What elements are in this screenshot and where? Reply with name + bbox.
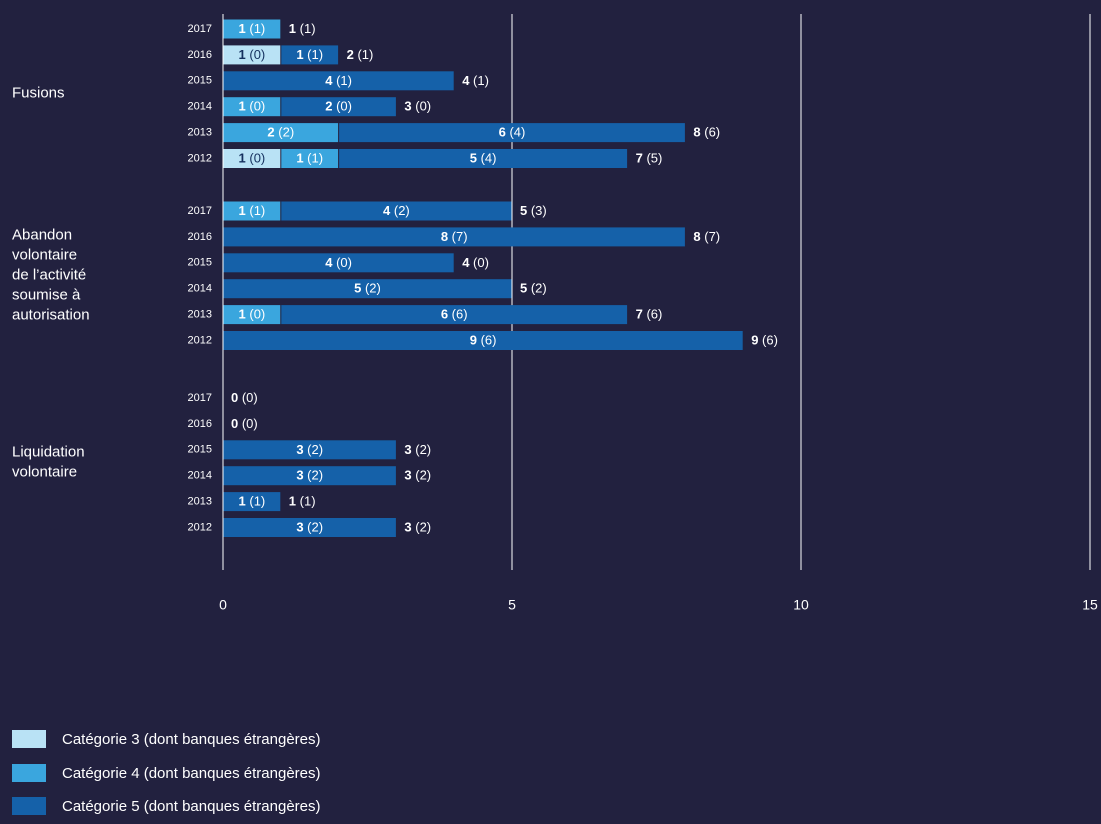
group-label: Fusions [12,85,65,102]
total-value-label: 4 (0) [462,255,489,270]
year-label: 2017 [188,205,212,217]
total-value-label: 3 (0) [404,99,431,114]
segment-value-label: 8 (7) [441,229,468,244]
total-value-label: 9 (6) [751,333,778,348]
group-label: soumise à [12,287,81,304]
segment-value-label: 1 (1) [239,21,266,36]
year-label: 2012 [188,152,212,164]
group-label: volontaire [12,464,77,481]
year-label: 2014 [188,283,212,295]
segment-value-label: 1 (1) [239,203,266,218]
year-label: 2017 [188,23,212,35]
segment-value-label: 1 (0) [239,307,266,322]
total-value-label: 0 (0) [231,416,258,431]
group-label: volontaire [12,247,77,264]
segment-value-label: 4 (2) [383,203,410,218]
total-value-label: 7 (6) [636,307,663,322]
segment-value-label: 5 (2) [354,281,381,296]
year-label: 2014 [188,101,212,113]
x-tick-label: 5 [508,597,516,613]
legend-label-cat3: Catégorie 3 (dont banques étrangères) [62,731,321,748]
segment-value-label: 1 (0) [239,151,266,166]
year-label: 2013 [188,127,212,139]
segment-value-label: 2 (2) [267,125,294,140]
segment-value-label: 1 (0) [239,99,266,114]
legend-label-cat4: Catégorie 4 (dont banques étrangères) [62,765,321,782]
total-value-label: 1 (1) [289,494,316,509]
group-label: autorisation [12,307,90,324]
segment-value-label: 3 (2) [296,468,323,483]
year-label: 2016 [188,49,212,61]
total-value-label: 8 (6) [693,125,720,140]
year-label: 2016 [188,418,212,430]
segment-value-label: 3 (2) [296,520,323,535]
x-tick-label: 0 [219,597,227,613]
group-label: Liquidation [12,444,85,461]
segment-value-label: 1 (1) [239,494,266,509]
year-label: 2013 [188,496,212,508]
total-value-label: 3 (2) [404,442,431,457]
legend-swatch-cat5 [12,797,46,815]
segment-value-label: 3 (2) [296,442,323,457]
total-value-label: 3 (2) [404,468,431,483]
year-label: 2012 [188,334,212,346]
segment-value-label: 5 (4) [470,151,497,166]
year-label: 2015 [188,257,212,269]
segment-value-label: 1 (1) [296,47,323,62]
year-label: 2015 [188,444,212,456]
segment-value-label: 1 (0) [239,47,266,62]
total-value-label: 7 (5) [636,151,663,166]
segment-value-label: 4 (0) [325,255,352,270]
group-label: de l’activité [12,267,86,284]
year-label: 2017 [188,392,212,404]
total-value-label: 0 (0) [231,390,258,405]
year-label: 2013 [188,309,212,321]
total-value-label: 5 (3) [520,203,547,218]
segment-value-label: 4 (1) [325,73,352,88]
year-label: 2016 [188,231,212,243]
year-label: 2012 [188,521,212,533]
legend-label-cat5: Catégorie 5 (dont banques étrangères) [62,798,321,815]
total-value-label: 3 (2) [404,520,431,535]
group-label: Abandon [12,227,72,244]
legend-swatch-cat3 [12,730,46,748]
total-value-label: 8 (7) [693,229,720,244]
segment-value-label: 6 (4) [499,125,526,140]
total-value-label: 2 (1) [347,47,374,62]
total-value-label: 4 (1) [462,73,489,88]
segment-value-label: 6 (6) [441,307,468,322]
total-value-label: 1 (1) [289,21,316,36]
year-label: 2014 [188,470,212,482]
legend-swatch-cat4 [12,764,46,782]
segment-value-label: 9 (6) [470,333,497,348]
total-value-label: 5 (2) [520,281,547,296]
x-tick-label: 10 [793,597,809,613]
year-label: 2015 [188,75,212,87]
segment-value-label: 1 (1) [296,151,323,166]
segment-value-label: 2 (0) [325,99,352,114]
x-tick-label: 15 [1082,597,1098,613]
